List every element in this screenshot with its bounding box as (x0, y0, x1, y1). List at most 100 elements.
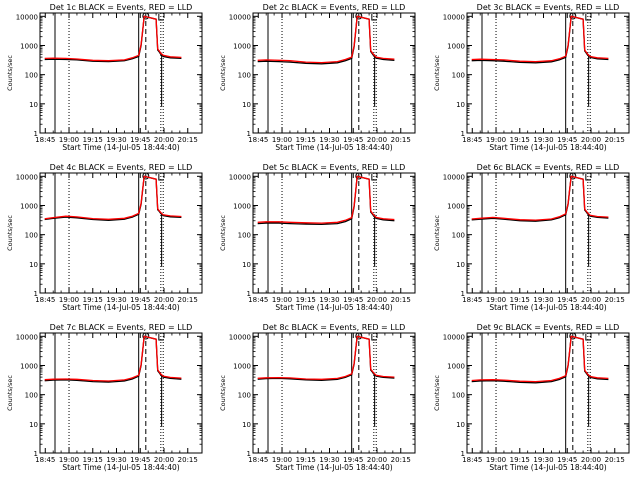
plot-frame (466, 12, 630, 134)
y-tick-label: 1 (247, 450, 251, 458)
x-tick-label: 18:45 (248, 136, 268, 144)
plot-frame (39, 12, 203, 134)
x-tick-label: 19:30 (533, 296, 553, 304)
x-tick-label: 19:30 (106, 456, 126, 464)
x-axis-label: Start Time (14-Jul-05 18:44:40) (62, 463, 179, 472)
x-tick-label: 20:00 (367, 296, 387, 304)
y-tick-label: 1000 (20, 362, 38, 370)
y-tick-label: 1 (34, 450, 38, 458)
y-tick-label: 1 (34, 130, 38, 138)
y-tick-label: 1000 (447, 42, 465, 50)
plot-frame (466, 172, 630, 294)
x-tick-label: 19:15 (83, 296, 103, 304)
y-tick-label: 100 (452, 392, 465, 400)
x-axis-label: Start Time (14-Jul-05 18:44:40) (489, 303, 606, 312)
y-tick-label: 100 (25, 72, 38, 80)
x-axis-label: Start Time (14-Jul-05 18:44:40) (489, 463, 606, 472)
marker-bracket (585, 334, 591, 341)
x-axis-label: Start Time (14-Jul-05 18:44:40) (489, 143, 606, 152)
y-tick-label: 1 (247, 130, 251, 138)
plot-frame (252, 332, 416, 454)
x-tick-label: 20:15 (605, 296, 625, 304)
detector-panel-7: Det 7c BLACK = Events, RED = LLD 1 10 100 10… (6, 323, 203, 472)
marker-bracket (371, 174, 377, 181)
y-axis-label: Counts/sec (433, 55, 441, 91)
y-axis-label: Counts/sec (6, 375, 14, 411)
x-axis-label: Start Time (14-Jul-05 18:44:40) (62, 143, 179, 152)
x-tick-label: 18:45 (462, 456, 482, 464)
x-tick-label: 18:45 (35, 456, 55, 464)
marker-circle (355, 332, 363, 340)
y-axis-label: Counts/sec (433, 375, 441, 411)
series-line-lld (257, 175, 395, 224)
x-tick-label: 19:30 (106, 136, 126, 144)
panel-title: Det 1c BLACK = Events, RED = LLD (50, 3, 193, 12)
x-tick-label: 19:15 (296, 136, 316, 144)
x-tick-label: 20:00 (154, 296, 174, 304)
x-tick-label: 20:15 (178, 296, 198, 304)
x-tick-label: 19:15 (296, 456, 316, 464)
panel-title: Det 4c BLACK = Events, RED = LLD (50, 163, 193, 172)
marker-circle (355, 12, 363, 20)
y-axis-label: Counts/sec (219, 55, 227, 91)
y-tick-label: 10 (29, 421, 38, 429)
y-tick-label: 10 (242, 421, 251, 429)
x-tick-label: 20:15 (391, 296, 411, 304)
detector-panel-4: Det 4c BLACK = Events, RED = LLD 1 10 100 10… (6, 163, 203, 312)
x-tick-label: 19:00 (59, 136, 79, 144)
series-line-lld (44, 15, 182, 62)
series-line-lld (471, 15, 609, 63)
x-tick-label: 20:15 (391, 136, 411, 144)
x-tick-label: 18:45 (462, 136, 482, 144)
series-line-lld (44, 175, 182, 220)
y-axis-label: Counts/sec (6, 55, 14, 91)
y-tick-label: 100 (25, 392, 38, 400)
marker-bracket (158, 174, 164, 181)
x-tick-label: 19:30 (319, 136, 339, 144)
marker-circle (569, 12, 577, 20)
y-tick-label: 1 (461, 450, 465, 458)
x-tick-label: 19:00 (486, 456, 506, 464)
y-axis-label: Counts/sec (6, 215, 14, 251)
y-tick-label: 10 (29, 101, 38, 109)
x-tick-label: 19:45 (130, 136, 150, 144)
y-tick-label: 1 (461, 130, 465, 138)
x-tick-label: 20:15 (178, 136, 198, 144)
x-axis-label: Start Time (14-Jul-05 18:44:40) (275, 143, 392, 152)
y-tick-label: 1000 (233, 42, 251, 50)
series-line-lld (257, 335, 395, 380)
marker-circle (142, 12, 150, 20)
y-tick-label: 1 (34, 290, 38, 298)
x-tick-label: 19:00 (272, 136, 292, 144)
x-tick-label: 20:00 (154, 136, 174, 144)
y-tick-label: 100 (238, 72, 251, 80)
detector-panel-9: Det 9c BLACK = Events, RED = LLD 1 10 100 10… (433, 323, 630, 472)
y-tick-label: 100 (238, 392, 251, 400)
detector-panel-8: Det 8c BLACK = Events, RED = LLD 1 10 100 10… (219, 323, 416, 472)
marker-bracket (158, 14, 164, 21)
y-axis-label: Counts/sec (219, 375, 227, 411)
x-tick-label: 20:15 (605, 136, 625, 144)
y-tick-label: 10000 (16, 173, 38, 181)
y-tick-label: 10000 (443, 13, 465, 21)
plot-frame (39, 172, 203, 294)
x-tick-label: 19:15 (83, 136, 103, 144)
x-tick-label: 20:00 (367, 136, 387, 144)
panel-title: Det 7c BLACK = Events, RED = LLD (50, 323, 193, 332)
y-tick-label: 10 (456, 101, 465, 109)
x-tick-label: 20:00 (581, 456, 601, 464)
panel-title: Det 2c BLACK = Events, RED = LLD (263, 3, 406, 12)
plot-frame (252, 12, 416, 134)
y-tick-label: 10 (29, 261, 38, 269)
y-axis-label: Counts/sec (433, 215, 441, 251)
x-tick-label: 20:00 (154, 456, 174, 464)
marker-bracket (585, 14, 591, 21)
x-axis-label: Start Time (14-Jul-05 18:44:40) (62, 303, 179, 312)
x-tick-label: 19:30 (106, 296, 126, 304)
marker-bracket (371, 14, 377, 21)
x-tick-label: 19:45 (130, 456, 150, 464)
x-tick-label: 20:15 (391, 456, 411, 464)
y-tick-label: 100 (238, 232, 251, 240)
y-tick-label: 10000 (229, 333, 251, 341)
x-tick-label: 19:45 (130, 296, 150, 304)
